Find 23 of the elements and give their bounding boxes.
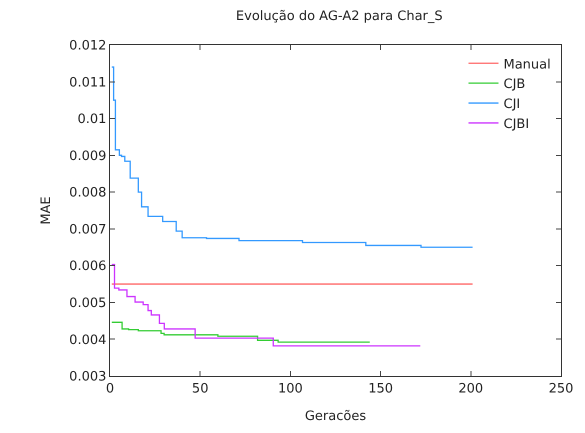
y-tick-label: 0.012 xyxy=(69,38,106,54)
legend-label: CJBI xyxy=(503,117,530,132)
y-tick-label: 0.003 xyxy=(69,370,106,385)
y-axis-title: MAE xyxy=(39,196,54,225)
y-tick-label: 0.009 xyxy=(69,148,106,164)
legend-label: Manual xyxy=(503,57,551,72)
x-tick-label: 250 xyxy=(548,382,574,397)
legend-label: CJB xyxy=(503,77,526,92)
y-tick-label: 0.006 xyxy=(69,259,106,274)
x-tick-label: 0 xyxy=(106,382,114,397)
y-tick-label: 0.011 xyxy=(69,75,106,90)
y-tick-label: 0.01 xyxy=(77,112,106,128)
x-tick-label: 200 xyxy=(458,382,484,397)
x-tick-label: 100 xyxy=(278,382,303,397)
y-tick-label: 0.008 xyxy=(69,186,106,201)
y-tick-label: 0.007 xyxy=(69,222,106,238)
x-tick-label: 50 xyxy=(192,382,208,397)
chart-title: Evolução do AG-A2 para Char_S xyxy=(236,8,443,24)
x-axis-title: Geracões xyxy=(304,409,366,424)
y-tick-label: 0.005 xyxy=(69,296,106,311)
x-tick-label: 150 xyxy=(368,382,394,397)
legend-label: CJI xyxy=(503,97,520,112)
y-tick-label: 0.004 xyxy=(69,332,106,348)
